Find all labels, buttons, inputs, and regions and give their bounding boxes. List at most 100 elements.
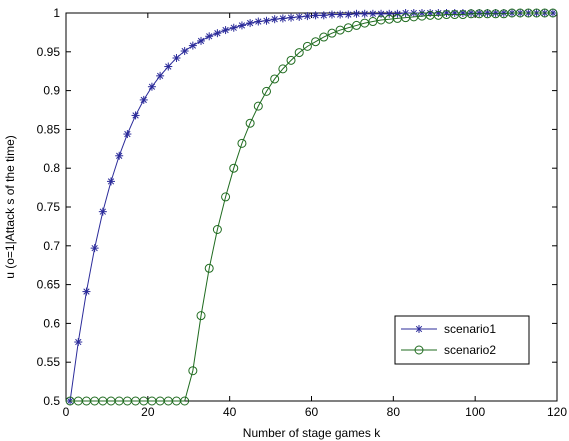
data-point [286,55,296,65]
data-point [467,9,476,17]
data-point [352,9,361,18]
y-axis-label: u (o=1|Attack s of the time) [3,135,17,279]
data-point [261,86,271,96]
y-tick-label: 0.6 [43,316,60,330]
data-point [221,26,230,35]
legend-box [394,315,530,365]
data-point [74,338,83,347]
y-tick-label: 0.7 [43,239,60,253]
data-point [393,9,402,18]
data-point [205,32,214,41]
data-point [385,9,394,18]
data-point [221,192,231,202]
data-point [327,28,337,38]
legend-marker [415,325,423,333]
data-point [164,62,173,71]
data-point [90,244,99,253]
x-tick-label: 0 [63,405,70,419]
data-point [319,11,328,20]
y-tick-label: 0.85 [37,122,61,136]
data-point [311,11,320,20]
data-point [212,225,222,235]
data-point [188,41,197,50]
data-point [253,101,263,111]
data-point [262,16,271,25]
data-point [98,207,107,216]
data-point [303,12,312,21]
x-tick-label: 40 [223,405,237,419]
series-scenario2 [65,8,558,406]
data-point [115,151,124,160]
data-point [197,36,206,45]
y-tick-label: 0.8 [43,161,60,175]
data-point [491,9,500,17]
data-point [368,9,377,18]
data-point [499,9,508,17]
y-tick-label: 0.55 [37,355,61,369]
data-point [180,396,190,406]
data-point [188,366,198,376]
data-point [245,118,255,128]
series-layer [65,8,558,406]
x-tick-label: 60 [305,405,319,419]
x-tick-label: 100 [465,405,485,419]
data-point [302,41,312,51]
y-tick-label: 0.95 [37,45,61,59]
data-point [311,37,321,47]
data-point [343,23,353,33]
data-point [82,287,91,296]
legend: scenario1 scenario2 [394,315,530,365]
data-point [204,263,214,273]
series-line-scenario2 [70,12,553,402]
data-point [229,23,238,32]
data-point [172,54,181,63]
data-point [180,47,189,56]
y-tick-label: 0.65 [37,278,61,292]
data-point [254,17,263,26]
legend-label: scenario1 [444,322,496,336]
data-point [319,32,329,42]
y-tick-label: 1 [53,6,60,20]
data-point [246,19,255,28]
data-point [401,9,410,17]
data-point [344,10,353,19]
data-point [229,163,239,173]
y-tick-label: 0.9 [43,84,60,98]
x-axis-label: Number of stage games k [243,426,381,440]
data-point [352,20,362,30]
data-point [278,14,287,23]
data-point [377,9,386,18]
data-point [278,64,288,74]
data-point [237,21,246,30]
x-tick-label: 120 [547,405,567,419]
data-point [270,15,279,24]
axis-ticks: 0 20 40 60 80 100 120 0.5 0.55 0.6 0.65 0.7 0.75 0.8 0… [37,6,568,419]
legend-entry-scenario2: scenario2 [401,343,496,357]
data-point [123,130,132,139]
y-tick-label: 0.5 [43,394,60,408]
data-point [237,138,247,148]
data-point [548,8,558,18]
data-point [327,10,336,19]
data-point [147,82,156,91]
data-point [287,13,296,22]
data-point [131,111,140,120]
data-point [335,25,345,35]
data-point [483,9,492,17]
x-tick-label: 80 [387,405,401,419]
series-scenario1 [66,9,557,405]
data-point [107,177,116,186]
data-point [295,12,304,21]
data-point [213,29,222,38]
data-point [294,48,304,58]
legend-marker [414,345,424,355]
data-point [475,9,484,17]
data-point [196,311,206,321]
legend-label: scenario2 [444,343,496,357]
data-point [139,95,148,104]
x-tick-label: 20 [141,405,155,419]
data-point [270,74,280,84]
y-tick-label: 0.75 [37,200,61,214]
data-point [360,9,369,18]
